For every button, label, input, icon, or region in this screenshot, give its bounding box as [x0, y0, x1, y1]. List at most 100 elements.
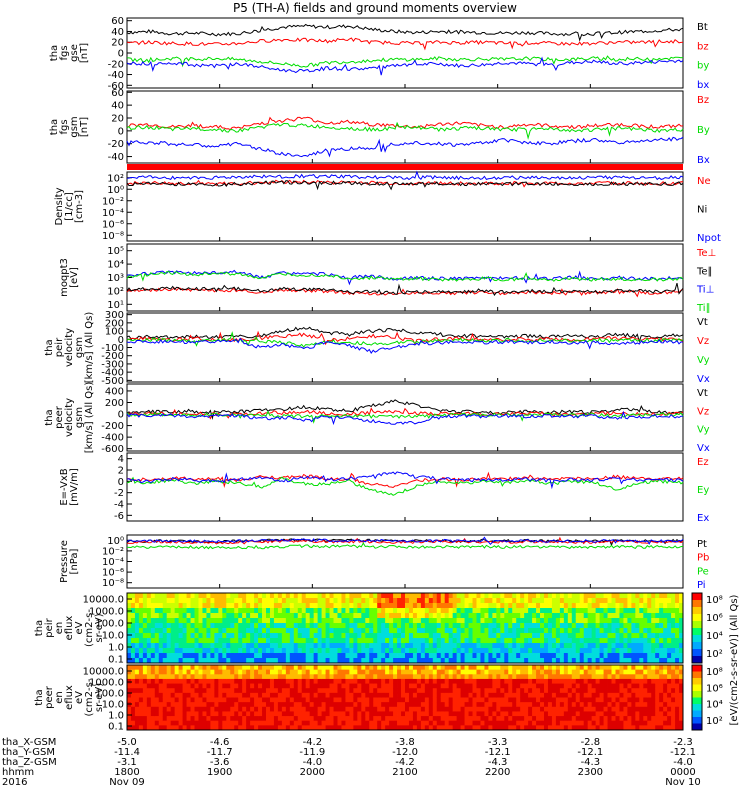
spectrogram-cell: [166, 725, 172, 731]
spectrogram-cell: [627, 711, 632, 717]
spectrogram-cell: [325, 638, 330, 644]
spectrogram-cell: [178, 716, 183, 722]
spectrogram-cell: [488, 628, 493, 634]
spectrogram-cell: [496, 628, 501, 634]
spectrogram-cell: [309, 697, 315, 703]
spectrogram-cell: [250, 623, 255, 629]
spectrogram-cell: [611, 658, 616, 664]
spectrogram-cell: [559, 678, 565, 684]
spectrogram-cell: [460, 613, 465, 619]
spectrogram-cell: [583, 618, 589, 624]
spectrogram-cell: [547, 653, 553, 659]
spectrogram-cell: [194, 692, 199, 698]
spectrogram-cell: [214, 702, 219, 708]
spectrogram-cell: [420, 638, 426, 644]
spectrogram-cell: [190, 706, 195, 712]
spectrogram-cell: [281, 674, 287, 680]
legend-Te⊥: Te⊥: [696, 248, 716, 259]
spectrogram-cell: [555, 598, 561, 604]
y-tick-label: -2: [114, 488, 124, 499]
spectrogram-cell: [532, 706, 537, 712]
spectrogram-cell: [146, 658, 152, 664]
spectrogram-cell: [563, 638, 569, 644]
spectrogram-cell: [250, 628, 255, 634]
spectrogram-cell: [627, 623, 632, 629]
spectrogram-cell: [559, 702, 565, 708]
spectrogram-cell: [508, 711, 513, 717]
footer-value: -11.9: [299, 747, 325, 758]
spectrogram-cell: [337, 665, 342, 671]
spectrogram-cell: [528, 683, 533, 689]
spectrogram-cell: [266, 711, 271, 717]
spectrogram-cell: [440, 633, 446, 639]
spectrogram-cell: [385, 692, 390, 698]
spectrogram-cell: [317, 706, 322, 712]
spectrogram-cell: [448, 669, 454, 675]
spectrogram-cell: [679, 716, 684, 722]
spectrogram-cell: [472, 658, 477, 664]
spectrogram-cell: [262, 648, 267, 654]
spectrogram-cell: [246, 608, 251, 614]
spectrogram-cell: [643, 665, 648, 671]
spectrogram-cell: [130, 669, 136, 675]
spectrogram-cell: [389, 618, 394, 624]
spectrogram-cell: [679, 683, 684, 689]
spectrogram-cell: [464, 674, 469, 680]
spectrogram-cell: [365, 648, 370, 654]
spectrogram-cell: [468, 593, 473, 599]
spectrogram-cell: [504, 720, 509, 726]
spectrogram-cell: [615, 603, 620, 609]
y-tick-label: 100.0: [95, 689, 124, 700]
spectrogram-cell: [162, 593, 168, 599]
spectrogram-cell: [579, 674, 585, 680]
spectrogram-cell: [353, 678, 358, 684]
spectrogram-cell: [524, 593, 529, 599]
spectrogram-cell: [643, 711, 648, 717]
spectrogram-cell: [401, 706, 406, 712]
spectrogram-cell: [214, 711, 219, 717]
spectrogram-cell: [647, 674, 652, 680]
spectrogram-cell: [432, 697, 438, 703]
spectrogram-cell: [631, 648, 636, 654]
spectrogram-cell: [528, 669, 533, 675]
spectrogram-cell: [460, 683, 465, 689]
spectrogram-cell: [456, 638, 461, 644]
spectrogram-cell: [258, 593, 263, 599]
spectrogram-cell: [571, 692, 577, 698]
spectrogram-cell: [547, 711, 553, 717]
spectrogram-cell: [385, 638, 390, 644]
spectrogram-cell: [679, 725, 684, 731]
spectrogram-cell: [277, 613, 283, 619]
spectrogram-cell: [210, 648, 215, 654]
spectrogram-cell: [484, 669, 489, 675]
spectrogram-cell: [385, 688, 390, 694]
spectrogram-cell: [516, 688, 521, 694]
spectrogram-cell: [448, 603, 454, 609]
spectrogram-cell: [238, 618, 243, 624]
spectrogram-cell: [591, 669, 597, 675]
spectrogram-cell: [619, 711, 624, 717]
spectrogram-cell: [258, 618, 263, 624]
spectrogram-cell: [444, 702, 450, 708]
spectrogram-cell: [623, 720, 628, 726]
spectrogram-cell: [627, 706, 632, 712]
spectrogram-cell: [599, 658, 604, 664]
spectrogram-cell: [269, 608, 275, 614]
spectrogram-cell: [607, 628, 612, 634]
spectrogram-cell: [436, 653, 442, 659]
spectrogram-cell: [524, 648, 529, 654]
spectrogram-cell: [218, 683, 223, 689]
footer-value: 2000: [300, 767, 325, 778]
spectrogram-cell: [186, 692, 191, 698]
footer-value: -4.3: [581, 757, 601, 768]
spectrogram-cell: [182, 669, 187, 675]
spectrogram-cell: [134, 628, 140, 634]
spectrogram-cell: [146, 603, 152, 609]
spectrogram-cell: [615, 648, 620, 654]
spectrogram-cell: [440, 638, 446, 644]
spectrogram-cell: [202, 683, 207, 689]
spectrogram-cell: [424, 711, 430, 717]
spectrogram-cell: [643, 613, 648, 619]
spectrogram-cell: [528, 711, 533, 717]
spectrogram-cell: [504, 653, 509, 659]
